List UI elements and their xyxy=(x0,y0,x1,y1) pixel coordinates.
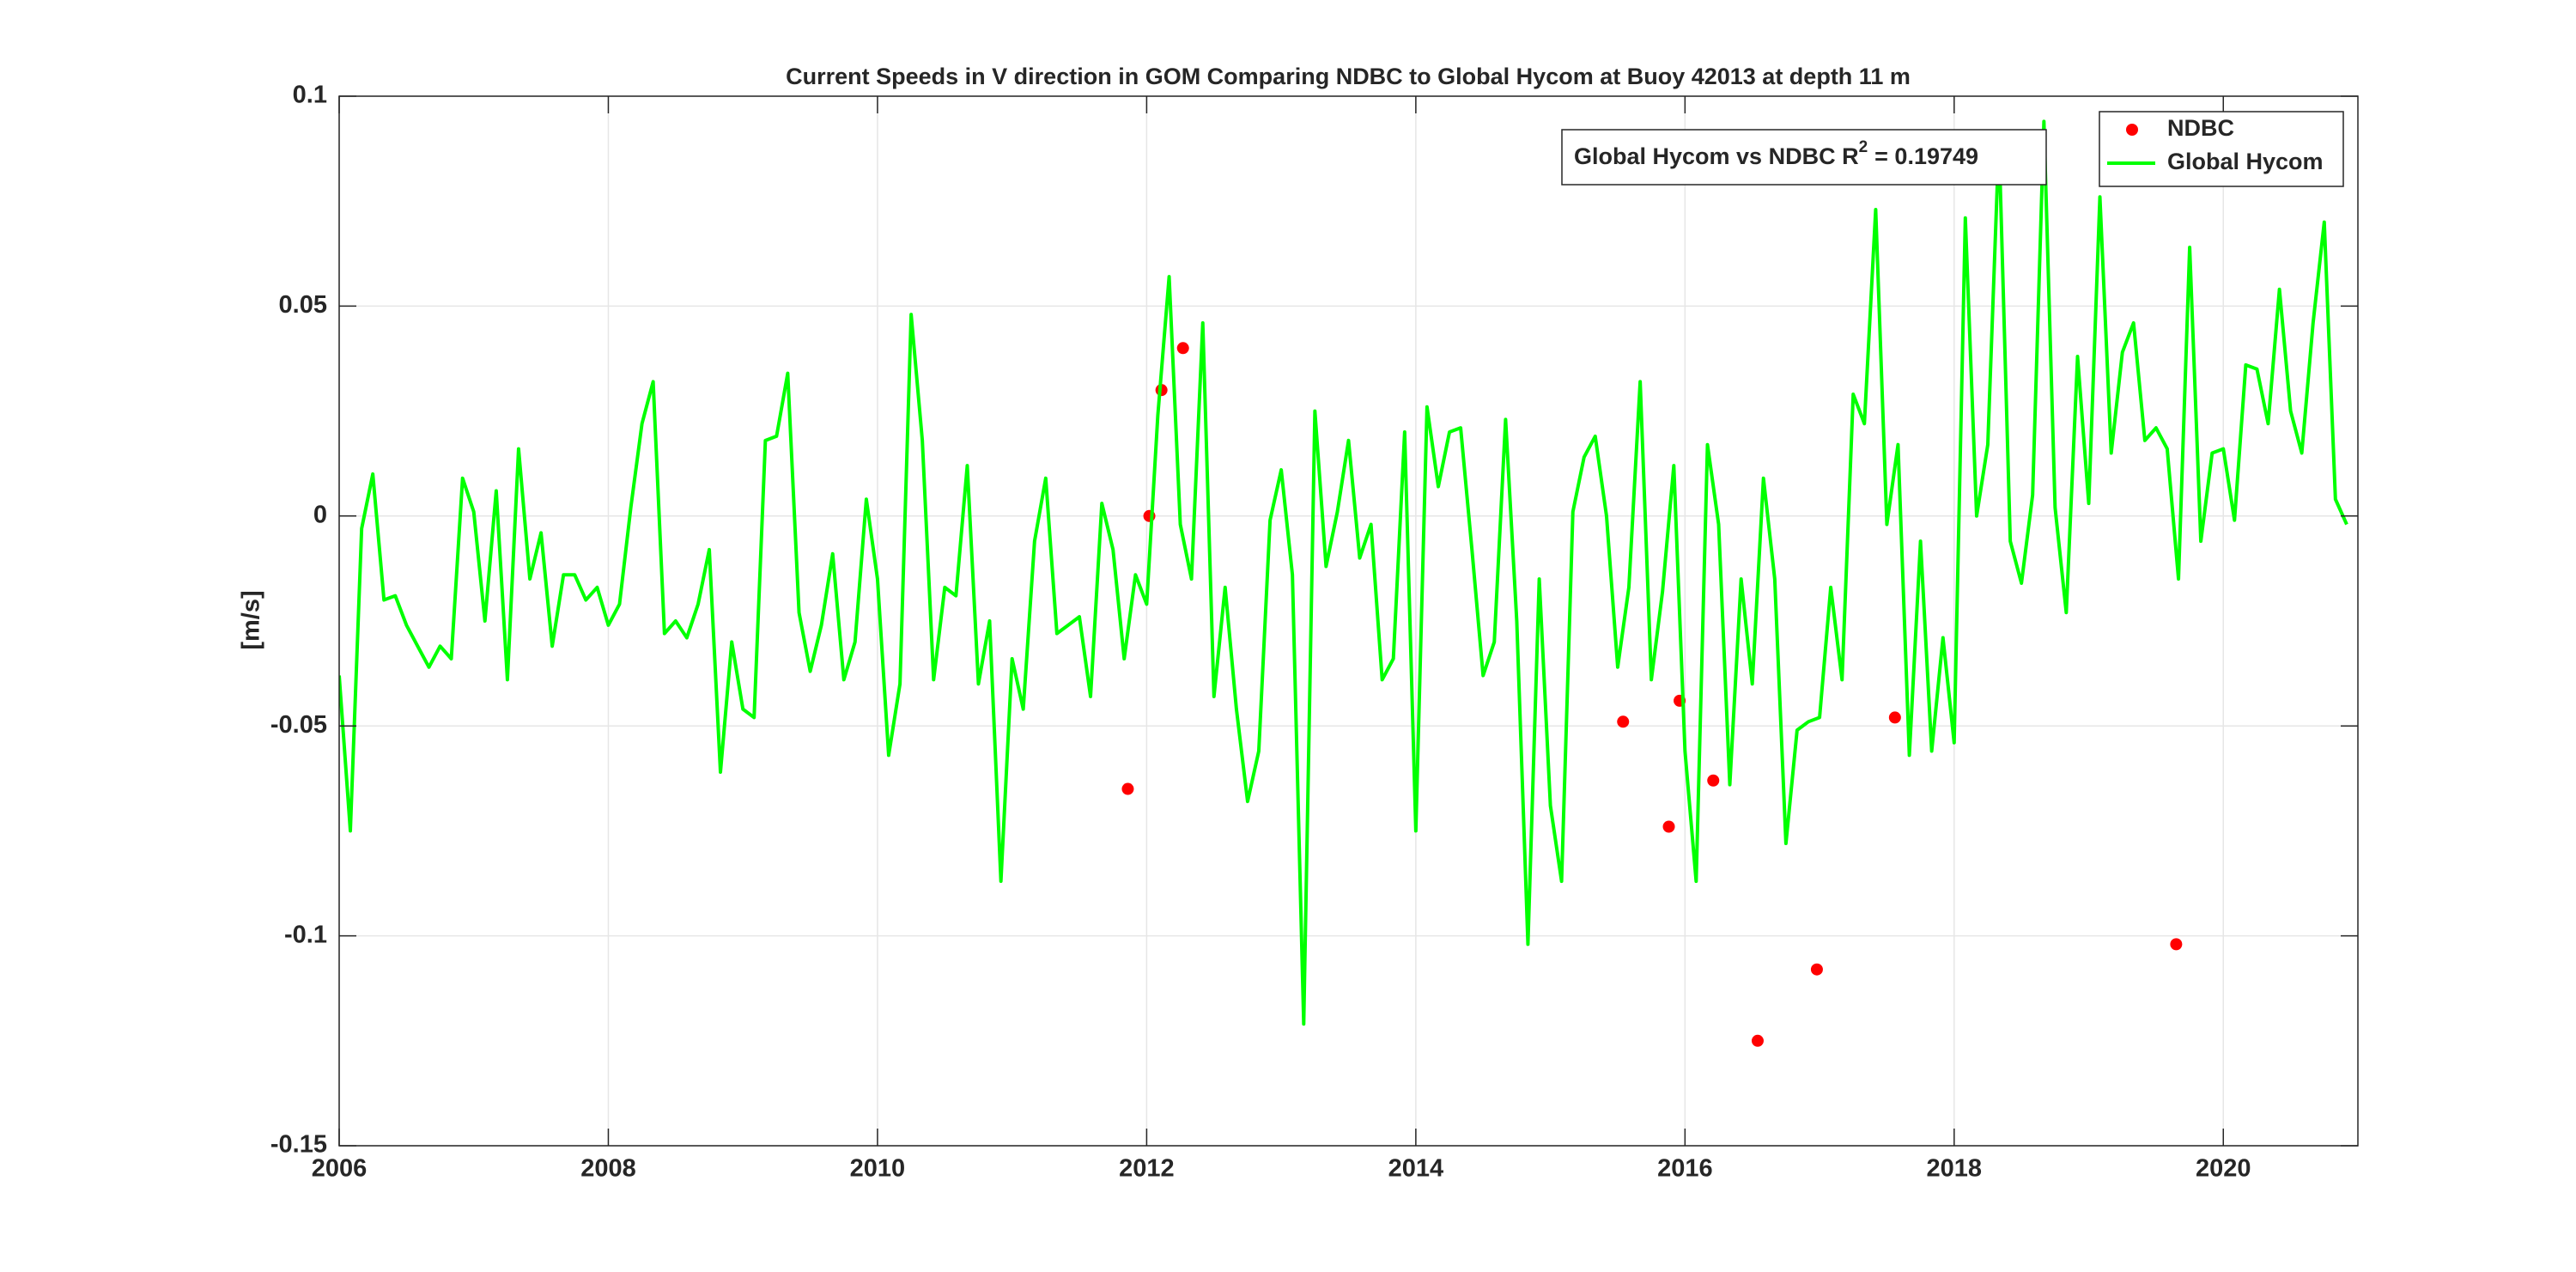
x-tick-label: 2018 xyxy=(1927,1155,1983,1183)
legend: NDBC Global Hycom xyxy=(2099,111,2344,187)
x-tick-label: 2010 xyxy=(850,1155,906,1183)
y-axis-label: [m/s] xyxy=(238,590,265,649)
data-point xyxy=(1810,963,1823,976)
data-point xyxy=(1888,711,1901,724)
y-tick-label: 0 xyxy=(313,501,327,528)
x-tick-label: 2020 xyxy=(2196,1155,2251,1183)
annotation: Global Hycom vs NDBC R2 = 0.19749 xyxy=(1574,138,1978,169)
y-tick-label: -0.05 xyxy=(270,711,327,739)
annotation-superscript: 2 xyxy=(1859,138,1868,156)
x-tick-label: 2014 xyxy=(1388,1155,1444,1183)
x-tick-label: 2008 xyxy=(580,1155,636,1183)
x-tick-label: 2012 xyxy=(1119,1155,1175,1183)
y-tick-label: -0.15 xyxy=(270,1131,327,1159)
data-point xyxy=(2170,938,2183,951)
ticks: 2006 2008 2010 2012 2014 2016 2018 2020 -0.15 -0.… xyxy=(270,82,2358,1183)
y-tick-label: -0.1 xyxy=(284,921,327,948)
x-tick-label: 2016 xyxy=(1657,1155,1713,1183)
data-point xyxy=(1707,774,1720,787)
legend-box xyxy=(2099,111,2344,187)
legend-swatch xyxy=(2126,124,2138,136)
chart-title: Current Speeds in V direction in GOM Com… xyxy=(786,64,1911,89)
data-point xyxy=(1751,1034,1764,1047)
data-point xyxy=(1176,342,1189,355)
annotation-box xyxy=(1561,129,2047,186)
x-tick-label: 2006 xyxy=(312,1155,368,1183)
axes-box xyxy=(338,95,2359,1147)
marks xyxy=(339,119,2348,1047)
legend-label: NDBC xyxy=(2167,115,2234,141)
legend-label: Global Hycom xyxy=(2167,149,2324,174)
plot-area xyxy=(339,96,2358,1146)
data-point xyxy=(1121,782,1134,795)
y-tick-label: 0.1 xyxy=(293,82,327,109)
annotation-prefix: Global Hycom vs NDBC R xyxy=(1574,143,1859,169)
data-point xyxy=(1662,820,1675,833)
annotation-suffix: = 0.19749 xyxy=(1874,143,1978,169)
data-line xyxy=(339,119,2348,1026)
y-tick-label: 0.05 xyxy=(279,291,327,319)
data-point xyxy=(1617,715,1630,728)
